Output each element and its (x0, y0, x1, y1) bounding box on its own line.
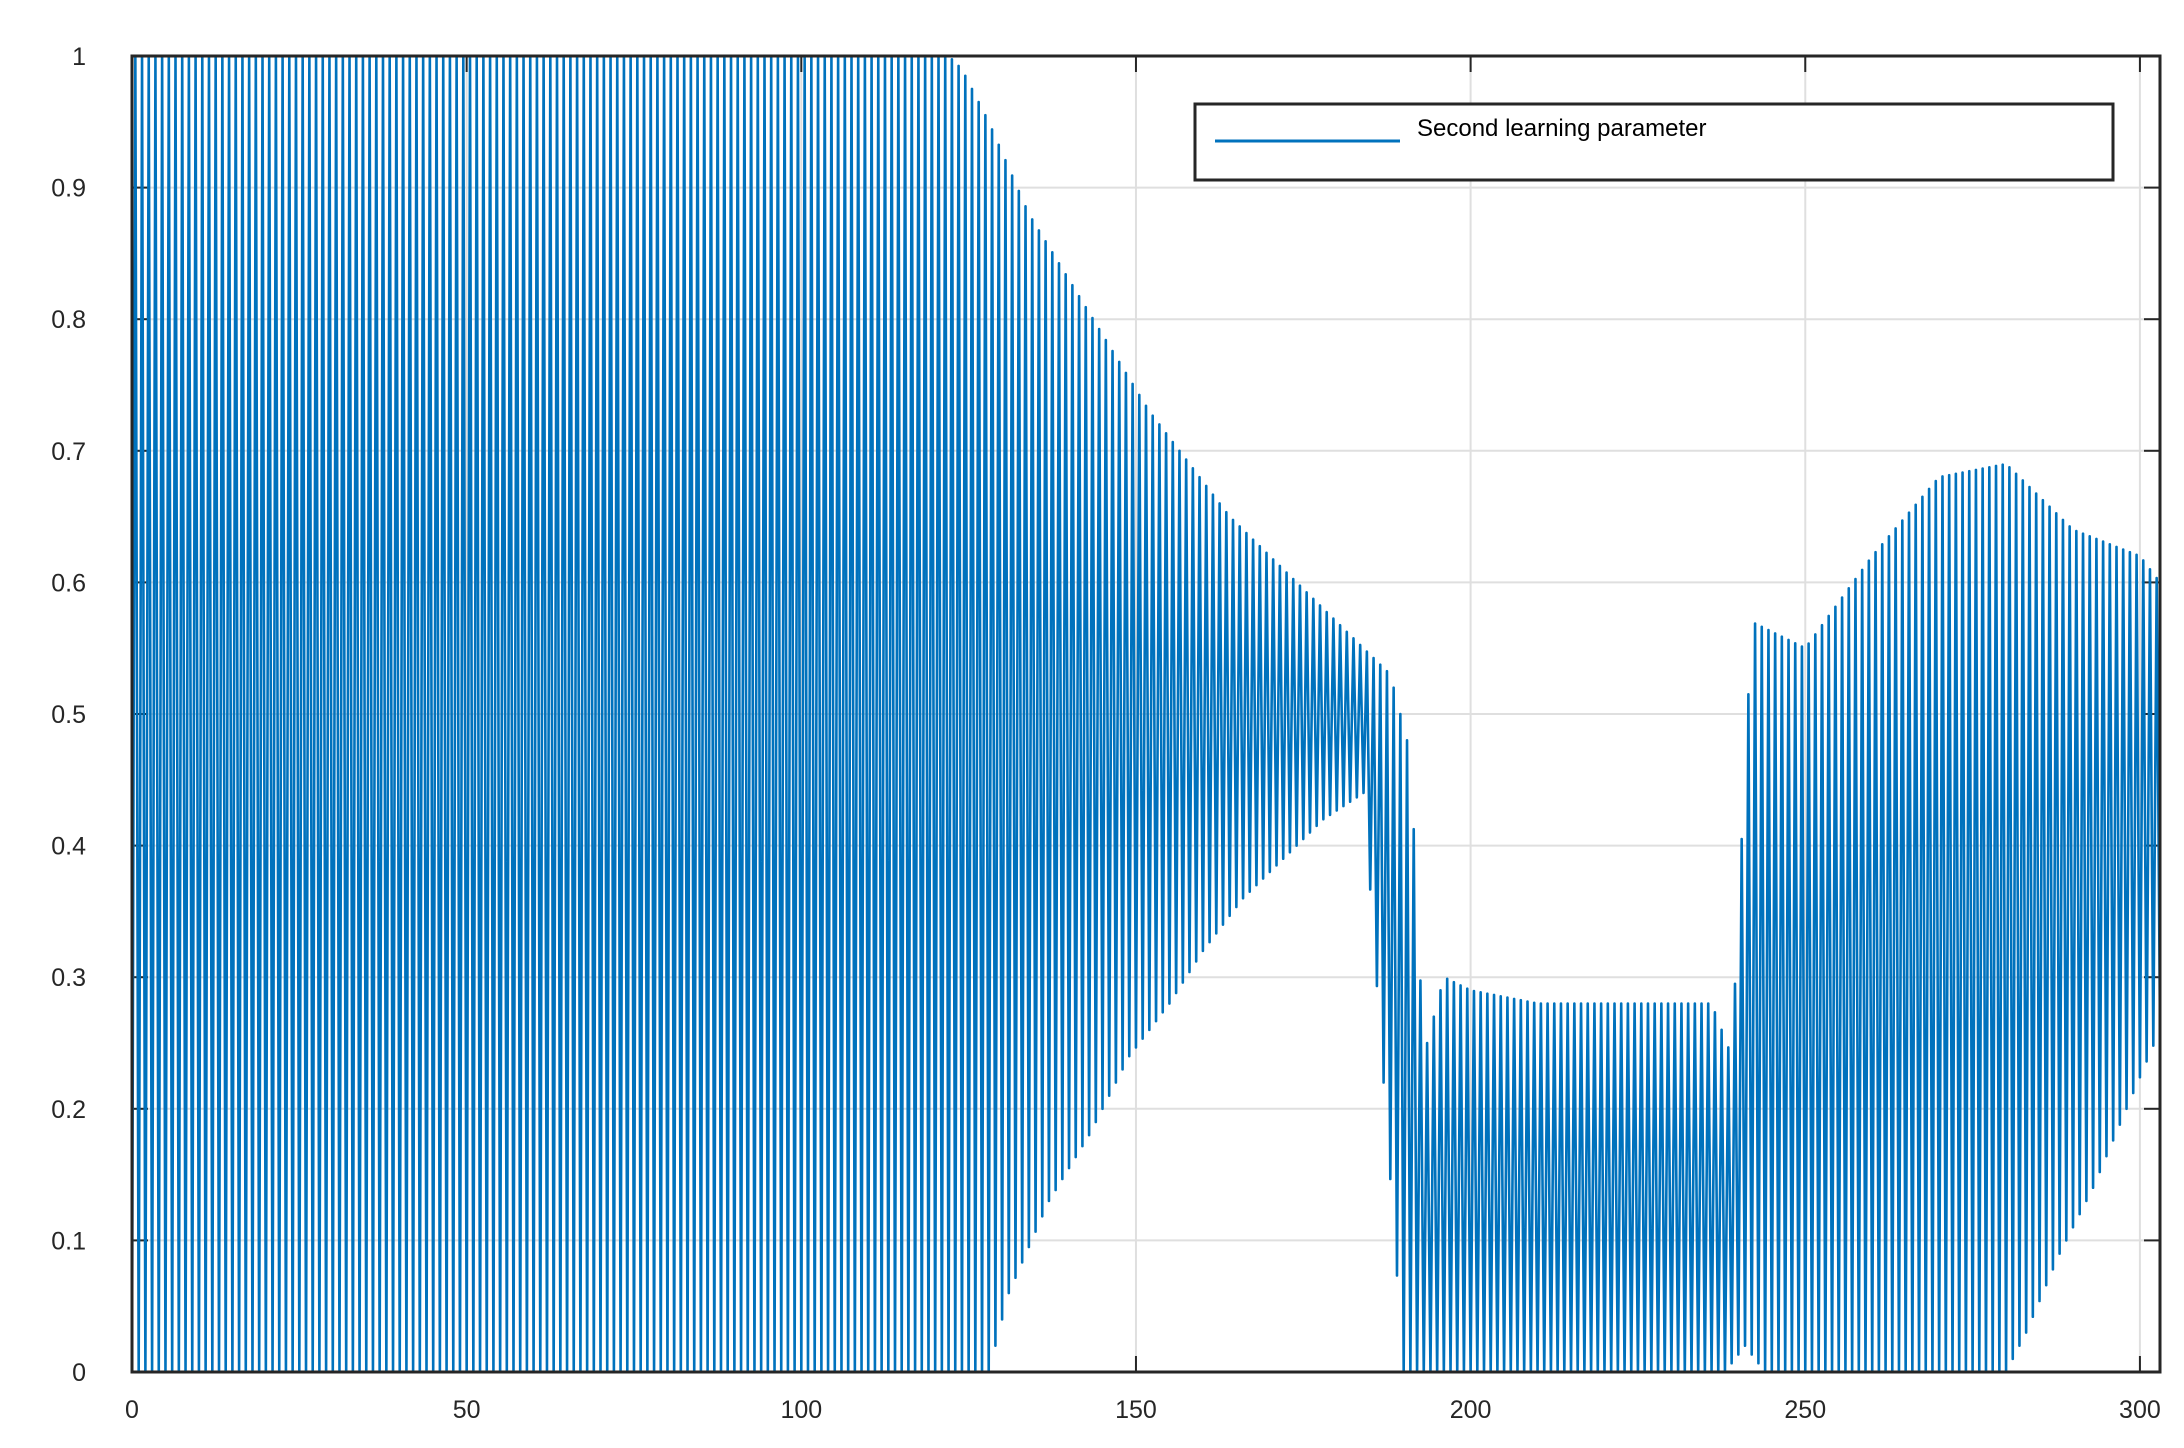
y-tick-label: 0.6 (51, 569, 86, 597)
x-tick-label: 250 (1784, 1396, 1826, 1424)
plot-frame (130, 54, 2162, 1374)
x-tick-label: 100 (780, 1396, 822, 1424)
x-tick-label: 300 (2119, 1396, 2161, 1424)
y-tick-label: 0.2 (51, 1096, 86, 1124)
y-tick-label: 1 (72, 43, 86, 71)
x-tick-labels: 0 50 100 150 200 250 300 (125, 1396, 2161, 1424)
x-tick-label: 200 (1450, 1396, 1492, 1424)
x-tick-label: 50 (453, 1396, 481, 1424)
legend-label: Second learning parameter (1417, 115, 1707, 142)
y-tick-label: 0.4 (51, 833, 86, 861)
y-tick-label: 0 (72, 1359, 86, 1387)
x-tick-label: 0 (125, 1396, 139, 1424)
y-tick-labels: 0 0.1 0.2 0.3 0.4 0.5 0.6 0.7 0.8 0.9 1 (51, 43, 86, 1387)
y-tick-label: 0.3 (51, 964, 86, 992)
y-tick-label: 0.1 (51, 1227, 86, 1255)
legend: Second learning parameter (1193, 102, 2115, 182)
y-tick-label: 0.9 (51, 175, 86, 203)
y-tick-label: 0.7 (51, 438, 86, 466)
y-tick-label: 0.8 (51, 306, 86, 334)
y-tick-label: 0.5 (51, 701, 86, 729)
x-tick-label: 150 (1115, 1396, 1157, 1424)
